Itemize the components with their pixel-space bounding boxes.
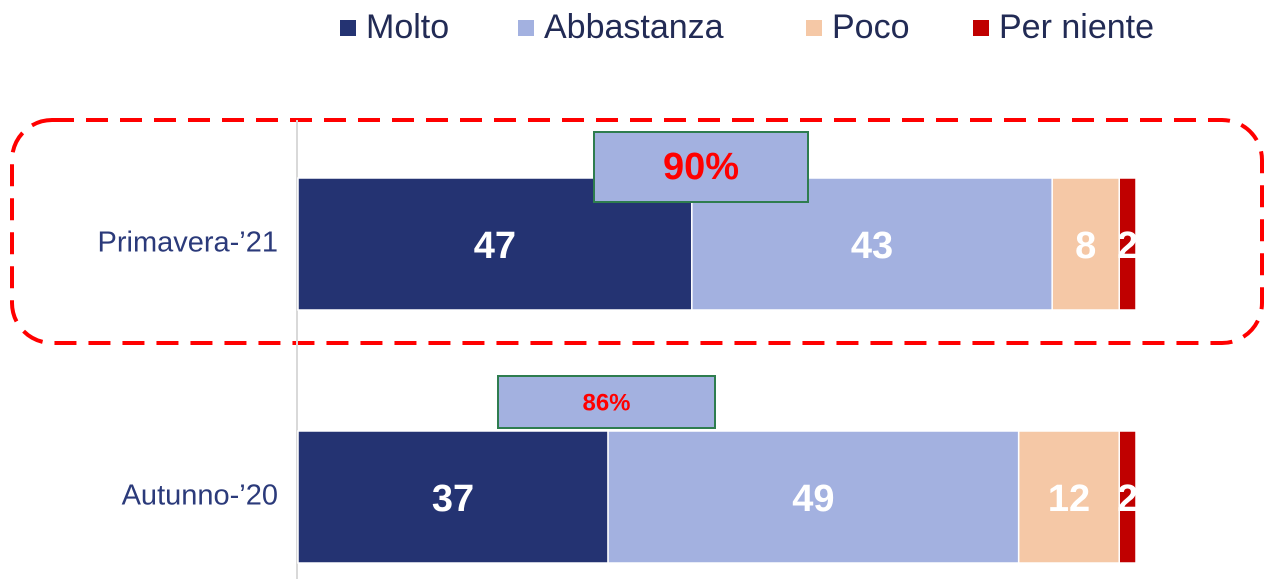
value-label: 8 <box>1075 225 1096 267</box>
legend-label: Per niente <box>999 8 1154 46</box>
bar-segment <box>1051 177 1120 311</box>
value-label: 47 <box>474 225 516 267</box>
legend-label: Abbastanza <box>544 8 724 46</box>
value-label: 2 <box>1117 478 1138 520</box>
value-label: 43 <box>851 225 893 267</box>
legend-swatch <box>340 20 356 36</box>
annotation-box <box>593 131 809 203</box>
category-label: Primavera-’21 <box>98 227 279 259</box>
annotation-box <box>497 375 716 429</box>
value-label: 37 <box>432 478 474 520</box>
value-label: 49 <box>792 478 834 520</box>
value-label: 12 <box>1048 478 1090 520</box>
bar-segment <box>1118 430 1137 564</box>
bar-segment <box>297 430 609 564</box>
legend-swatch <box>973 20 989 36</box>
bar-segment <box>1118 177 1137 311</box>
legend-swatch <box>518 20 534 36</box>
legend-label: Poco <box>832 8 910 46</box>
highlight-frame <box>10 118 1264 345</box>
category-label: Autunno-’20 <box>122 480 278 512</box>
bar-segment <box>1017 430 1120 564</box>
legend-swatch <box>806 20 822 36</box>
annotation: 86% <box>582 389 630 416</box>
annotation: 90% <box>663 146 739 188</box>
value-label: 2 <box>1117 225 1138 267</box>
legend-label: Molto <box>366 8 449 46</box>
bar-segment <box>607 430 1020 564</box>
